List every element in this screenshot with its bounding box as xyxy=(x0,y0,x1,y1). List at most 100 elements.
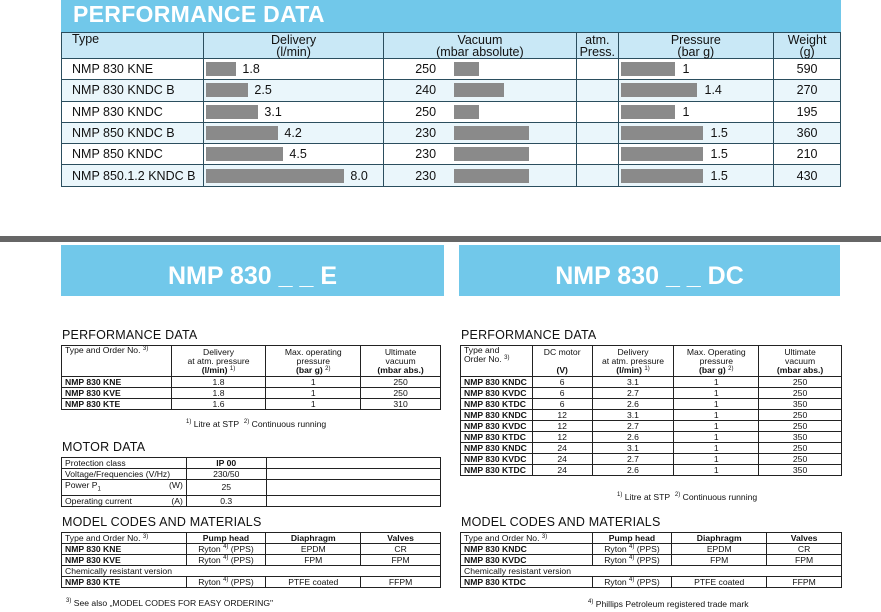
motor-value: 0.3 xyxy=(185,494,267,507)
table-row: NMP 830 KTE 1.6 1 310 xyxy=(61,398,441,410)
vacuum-value: 230 xyxy=(415,126,437,141)
cell-valves: FFPM xyxy=(360,576,441,588)
pressure-value: 1 xyxy=(682,104,690,119)
delivery-bar xyxy=(206,126,279,141)
motor-value: 230/50 xyxy=(185,468,267,480)
cell-pump-head: Ryton 4) (PPS) xyxy=(185,554,267,566)
delivery-bar xyxy=(206,83,249,98)
cell-delivery: 4.2 xyxy=(203,121,384,145)
pressure-value: 1.4 xyxy=(704,83,722,98)
cell-delivery: 2.6 xyxy=(591,398,675,410)
cell-dc: 6 xyxy=(531,387,593,399)
cell-vacuum: 350 xyxy=(758,431,842,443)
cell-pressure: 1 xyxy=(673,376,760,388)
table-row: NMP 830 KVDC 12 2.7 1 250 xyxy=(460,420,842,432)
cell-pump-head: Ryton 4) (PPS) xyxy=(591,576,673,588)
left-materials-title: MODEL CODES AND MATERIALS xyxy=(62,515,262,529)
cell-pressure: 1 xyxy=(265,387,362,399)
model-title-e: NMP 830 _ _ E xyxy=(167,262,338,290)
cell-vacuum: 250 xyxy=(758,453,842,465)
delivery-bar xyxy=(206,147,284,162)
motor-label: Voltage/Frequencies (V/Hz) xyxy=(61,468,187,480)
cell-valves: CR xyxy=(766,543,842,555)
cell-vacuum: 250 xyxy=(382,57,578,81)
table-row: NMP 830 KTDC Ryton 4) (PPS) PTFE coated FFP… xyxy=(460,576,842,588)
right-materials-title: MODEL CODES AND MATERIALS xyxy=(461,515,661,529)
header-type: Type xyxy=(60,32,205,59)
delivery-bar xyxy=(206,62,237,77)
cell-delivery: 1.8 xyxy=(170,376,267,388)
cell-vacuum: 230 xyxy=(382,121,578,145)
cell-type: NMP 830 KVE xyxy=(61,554,187,566)
motor-empty xyxy=(265,479,442,496)
pressure-bar xyxy=(620,62,675,77)
motor-data-table: Protection class IP 00 Voltage/Frequencies… xyxy=(61,457,442,507)
header-pressure: Pressure (bar g) xyxy=(617,32,775,59)
cell-type: NMP 830 KNE xyxy=(61,376,172,388)
cell-pressure: 1 xyxy=(673,431,760,443)
table-row: NMP 830 KNDC B 2.5 240 1.4 270 xyxy=(60,79,841,102)
cell-dc: 12 xyxy=(531,409,593,421)
cell-type: NMP 830 KTDC xyxy=(460,398,533,410)
cell-vacuum: 230 xyxy=(382,164,578,187)
cell-type: NMP 850.1.2 KNDC B xyxy=(60,164,205,187)
table-header-row: Type and Order No. 3) Pump head Diaphrag… xyxy=(61,532,441,544)
cell-dc: 12 xyxy=(531,431,593,443)
pressure-bar xyxy=(620,147,703,162)
table-row: NMP 830 KTDC 6 2.6 1 350 xyxy=(460,398,842,410)
cell-pressure: 1 xyxy=(673,464,760,476)
vacuum-bar xyxy=(453,126,529,141)
cell-pressure: 1 xyxy=(673,453,760,465)
right-materials-table: Type and Order No. 3) Pump head Diaphrag… xyxy=(460,532,842,588)
table-row: NMP 830 KNDC 6 3.1 1 250 xyxy=(460,376,842,388)
pressure-value: 1.5 xyxy=(710,168,728,183)
vacuum-bar xyxy=(453,104,479,119)
vacuum-value: 230 xyxy=(415,147,437,162)
table-row: NMP 850 KNDC 4.5 230 1.5 210 xyxy=(60,143,841,166)
cell-pressure: 1 xyxy=(617,100,775,123)
cell-pressure: 1.5 xyxy=(617,164,775,187)
pressure-value: 1.5 xyxy=(710,147,728,162)
cell-delivery: 2.7 xyxy=(591,453,675,465)
table-row: NMP 830 KNDC 12 3.1 1 250 xyxy=(460,409,842,421)
table-row: NMP 830 KTDC 24 2.6 1 350 xyxy=(460,464,842,476)
cell-delivery: 2.7 xyxy=(591,420,675,432)
cell-pressure: 1 xyxy=(265,398,362,410)
table-row: NMP 830 KTE Ryton 4) (PPS) PTFE coated FFPM xyxy=(61,576,441,588)
motor-empty xyxy=(265,457,442,469)
cell-pump-head: Ryton 4) (PPS) xyxy=(591,543,673,555)
cell-type: NMP 830 KVDC xyxy=(460,420,533,432)
header-atm-press: atm. Press. xyxy=(576,32,619,59)
cell-vacuum: 230 xyxy=(382,143,578,166)
table-row: NMP 830 KVE 1.8 1 250 xyxy=(61,387,441,399)
cell-atm xyxy=(576,143,619,166)
delivery-bar xyxy=(206,104,259,119)
table-row: NMP 830 KNE Ryton 4) (PPS) EPDM CR xyxy=(61,543,441,555)
cell-weight: 210 xyxy=(773,143,841,166)
table-row: NMP 850.1.2 KNDC B 8.0 230 1.5 430 xyxy=(60,164,841,187)
table-header-row: Type and Order No. 3) Delivery at atm. pr… xyxy=(61,345,441,377)
cell-pressure: 1.4 xyxy=(617,79,775,102)
left-footnote-3: 3) See also „MODEL CODES FOR EASY ORDERI… xyxy=(66,598,274,608)
cell-pump-head: Ryton 4) (PPS) xyxy=(185,576,267,588)
cell-pump-head: Ryton 4) (PPS) xyxy=(591,554,673,566)
motor-data-title: MOTOR DATA xyxy=(62,440,146,454)
cell-pressure: 1 xyxy=(673,387,760,399)
vacuum-value: 250 xyxy=(415,104,437,119)
table-row: NMP 830 KNE 1.8 1 250 xyxy=(61,376,441,388)
table-header-row: Type Delivery (l/min) Vacuum (mbar absolut… xyxy=(60,32,841,59)
cell-atm xyxy=(576,57,619,81)
table-row: Operating current (A) 0.3 xyxy=(61,494,442,507)
cell-type: NMP 830 KTDC xyxy=(460,431,533,443)
cell-diaphragm: FPM xyxy=(671,554,768,566)
header-ultimate-vacuum: Ultimate vacuum (mbar abs.) xyxy=(360,345,441,377)
cell-valves: FPM xyxy=(766,554,842,566)
header-delivery: Delivery (l/min) xyxy=(203,32,384,59)
cell-vacuum: 250 xyxy=(382,100,578,123)
cell-vacuum: 310 xyxy=(360,398,441,410)
delivery-bar xyxy=(206,168,345,183)
cell-delivery: 2.7 xyxy=(591,387,675,399)
cell-delivery: 1.8 xyxy=(203,57,384,81)
model-title-dc: NMP 830 _ _ DC xyxy=(555,262,744,290)
header-vacuum: Vacuum (mbar absolute) xyxy=(382,32,578,59)
